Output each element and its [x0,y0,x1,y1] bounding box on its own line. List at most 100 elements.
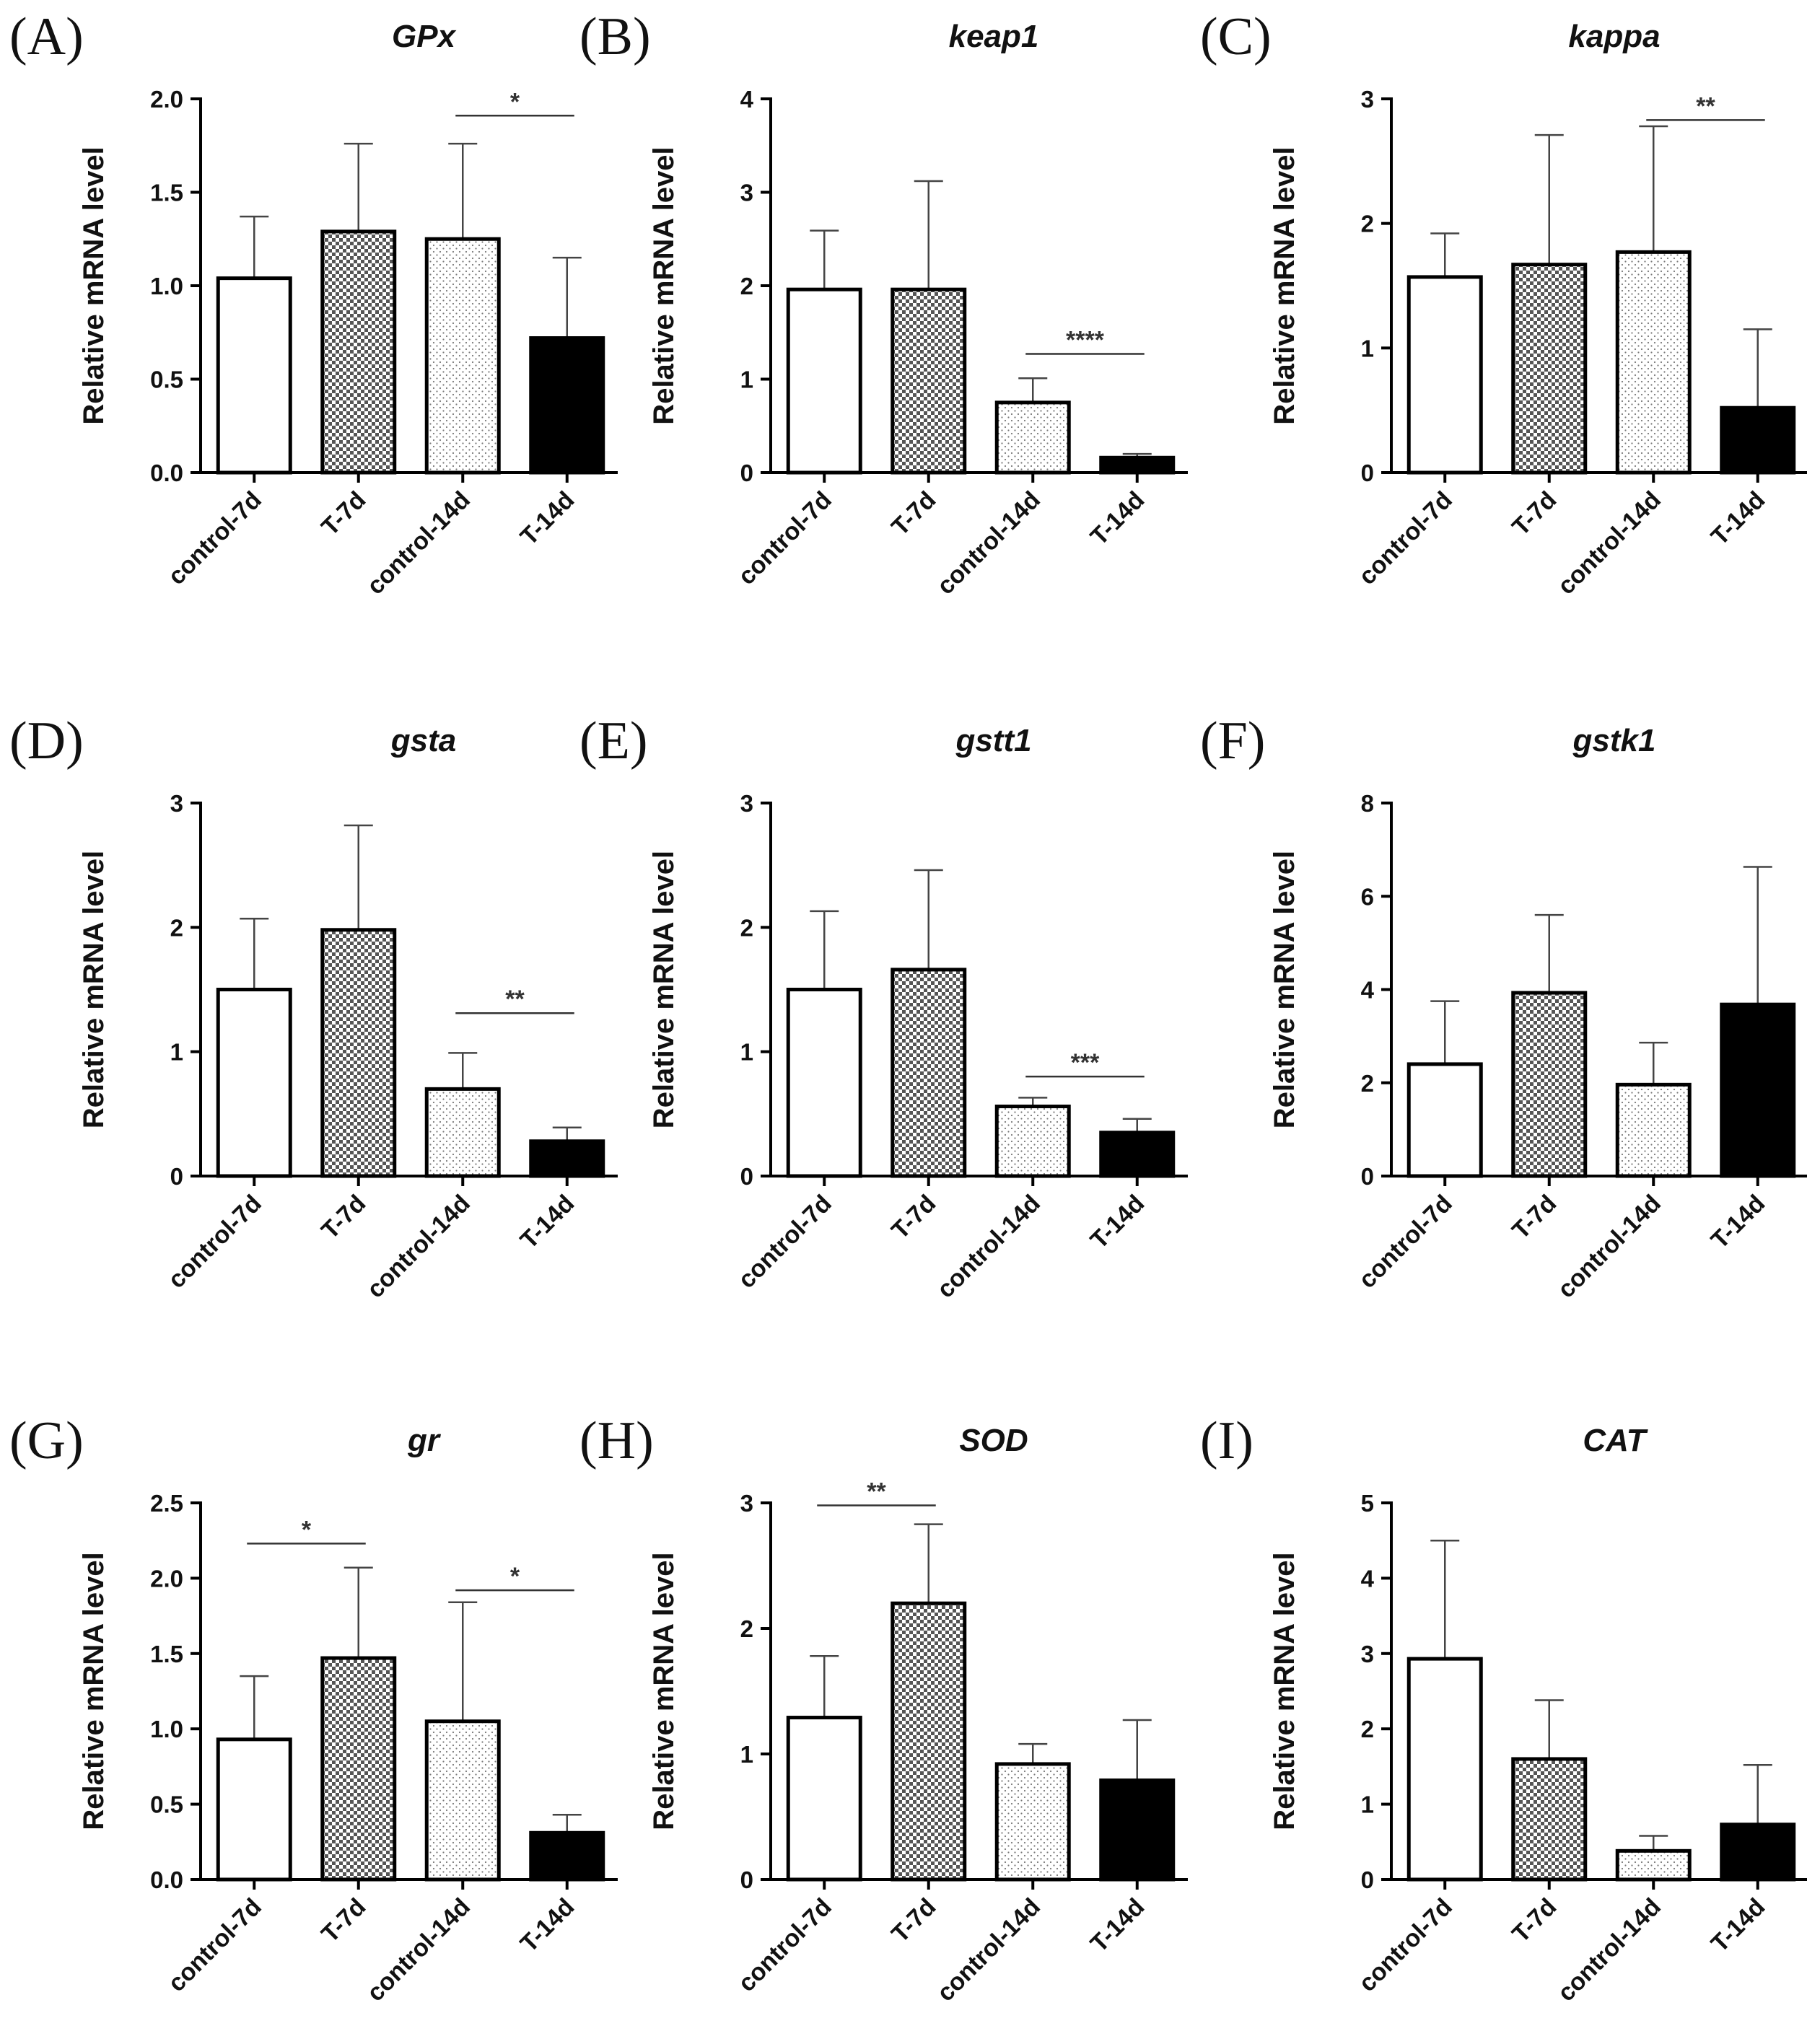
y-axis-label: Relative mRNA level [648,1552,680,1830]
y-tick-label: 1.5 [150,180,183,206]
x-tick-label: control-14d [362,1190,476,1304]
y-tick-label: 1.0 [150,1716,183,1742]
x-tick-label: T-7d [1507,486,1562,541]
bar-T-7d [1511,991,1588,1178]
y-tick-label: 3 [170,790,183,817]
bar-T-14d [529,1139,605,1178]
panel-letter: (A) [9,7,84,66]
x-tick-label: control-14d [362,1893,476,2007]
bar-T-14d [1720,1823,1796,1882]
bar-control-7d [786,287,862,475]
y-tick-label: 1 [1361,1791,1374,1818]
bar-T-14d [529,336,605,475]
x-tick-label: control-14d [1552,1190,1666,1304]
bar-T-14d [529,1830,605,1882]
x-tick-label: T-7d [886,486,941,541]
bar-control-7d [1406,1062,1483,1178]
chart-title: kappa [1568,19,1660,54]
x-tick-label: control-7d [1354,486,1458,590]
x-tick-label: T-14d [515,486,580,551]
chart-panel-gstt1: (E) gstt1 Relative mRNA level 0 1 2 3 control-7… [579,711,1188,1304]
y-tick-label: 6 [1361,883,1374,910]
y-tick-label: 0 [1361,1867,1374,1893]
y-tick-label: 0.0 [150,1867,183,1893]
bar-control-7d [216,988,292,1178]
chart-title: SOD [959,1423,1028,1458]
bar-T-14d [1720,405,1796,475]
y-tick-label: 2 [740,1615,753,1642]
y-tick-label: 2 [1361,1716,1374,1742]
panel-letter: (D) [9,711,84,771]
y-tick-label: 5 [1361,1490,1374,1517]
bar-control-7d [786,988,862,1178]
y-tick-label: 2.0 [150,86,183,113]
bar-control-14d [424,1087,501,1178]
bar-control-7d [1406,275,1483,475]
y-axis-label: Relative mRNA level [648,851,680,1128]
y-tick-label: 2 [740,914,753,941]
y-tick-label: 0 [1361,460,1374,486]
y-tick-label: 0 [740,1867,753,1893]
bar-T-7d [891,968,967,1178]
y-tick-label: 3 [740,1490,753,1517]
chart-title: gsta [390,723,456,758]
x-tick-label: T-7d [886,1190,941,1245]
panel-letter: (E) [579,711,648,771]
y-tick-label: 2 [170,914,183,941]
y-tick-label: 1.0 [150,273,183,299]
x-tick-label: control-14d [932,486,1046,600]
bar-control-14d [424,237,501,475]
y-axis-label: Relative mRNA level [78,1552,110,1830]
y-tick-label: 2 [1361,211,1374,237]
x-tick-label: control-14d [1552,486,1666,600]
y-tick-label: 0 [740,1163,753,1190]
significance-label: *** [1071,1049,1100,1076]
x-tick-label: control-7d [163,1190,267,1294]
panel-letter: (H) [579,1411,654,1470]
bar-T-7d [891,287,967,475]
bar-T-14d [1099,455,1176,475]
significance-label: * [510,88,520,115]
y-tick-label: 1.5 [150,1641,183,1667]
x-tick-label: T-14d [515,1893,580,1958]
y-tick-label: 0 [1361,1163,1374,1190]
y-tick-label: 0.5 [150,1791,183,1818]
bar-control-14d [1615,1848,1692,1882]
x-tick-label: control-7d [733,1893,837,1997]
bar-T-7d [320,928,397,1178]
chart-title: GPx [392,19,457,54]
y-tick-label: 1 [740,367,753,393]
y-axis-label: Relative mRNA level [78,146,110,424]
bar-T-14d [1099,1131,1176,1178]
chart-panel-gpx: (A) GPx Relative mRNA level 0.0 0.5 1.0 1.5 2.0… [9,7,618,600]
chart-title: gstk1 [1572,723,1656,758]
x-tick-label: T-7d [1507,1893,1562,1948]
y-tick-label: 2.0 [150,1565,183,1592]
significance-label: **** [1066,327,1105,354]
y-tick-label: 3 [740,790,753,817]
y-tick-label: 4 [1361,977,1375,1004]
panel-letter: (C) [1200,7,1272,66]
bar-T-7d [891,1601,967,1882]
y-tick-label: 0.0 [150,460,183,486]
chart-panel-cat: (I) CAT Relative mRNA level 0 1 2 3 4 5 control-7… [1200,1411,1807,2007]
x-tick-label: T-14d [1706,1190,1771,1255]
chart-title: gstt1 [955,723,1031,758]
y-tick-label: 2 [1361,1070,1374,1097]
bar-T-7d [1511,263,1588,475]
x-tick-label: control-7d [1354,1190,1458,1294]
x-tick-label: control-14d [932,1893,1046,2007]
significance-label: * [302,1516,312,1543]
y-axis-label: Relative mRNA level [1269,851,1300,1128]
y-tick-label: 2.5 [150,1490,183,1517]
y-tick-label: 3 [1361,1641,1374,1667]
y-tick-label: 1 [740,1039,753,1066]
significance-label: ** [867,1478,886,1505]
bar-control-14d [994,400,1071,475]
chart-title: CAT [1583,1423,1648,1458]
chart-panel-kappa: (C) kappa Relative mRNA level 0 1 2 3 control-7… [1200,7,1807,600]
x-tick-label: T-7d [316,1893,371,1948]
bar-control-14d [994,1104,1071,1178]
y-tick-label: 0.5 [150,367,183,393]
